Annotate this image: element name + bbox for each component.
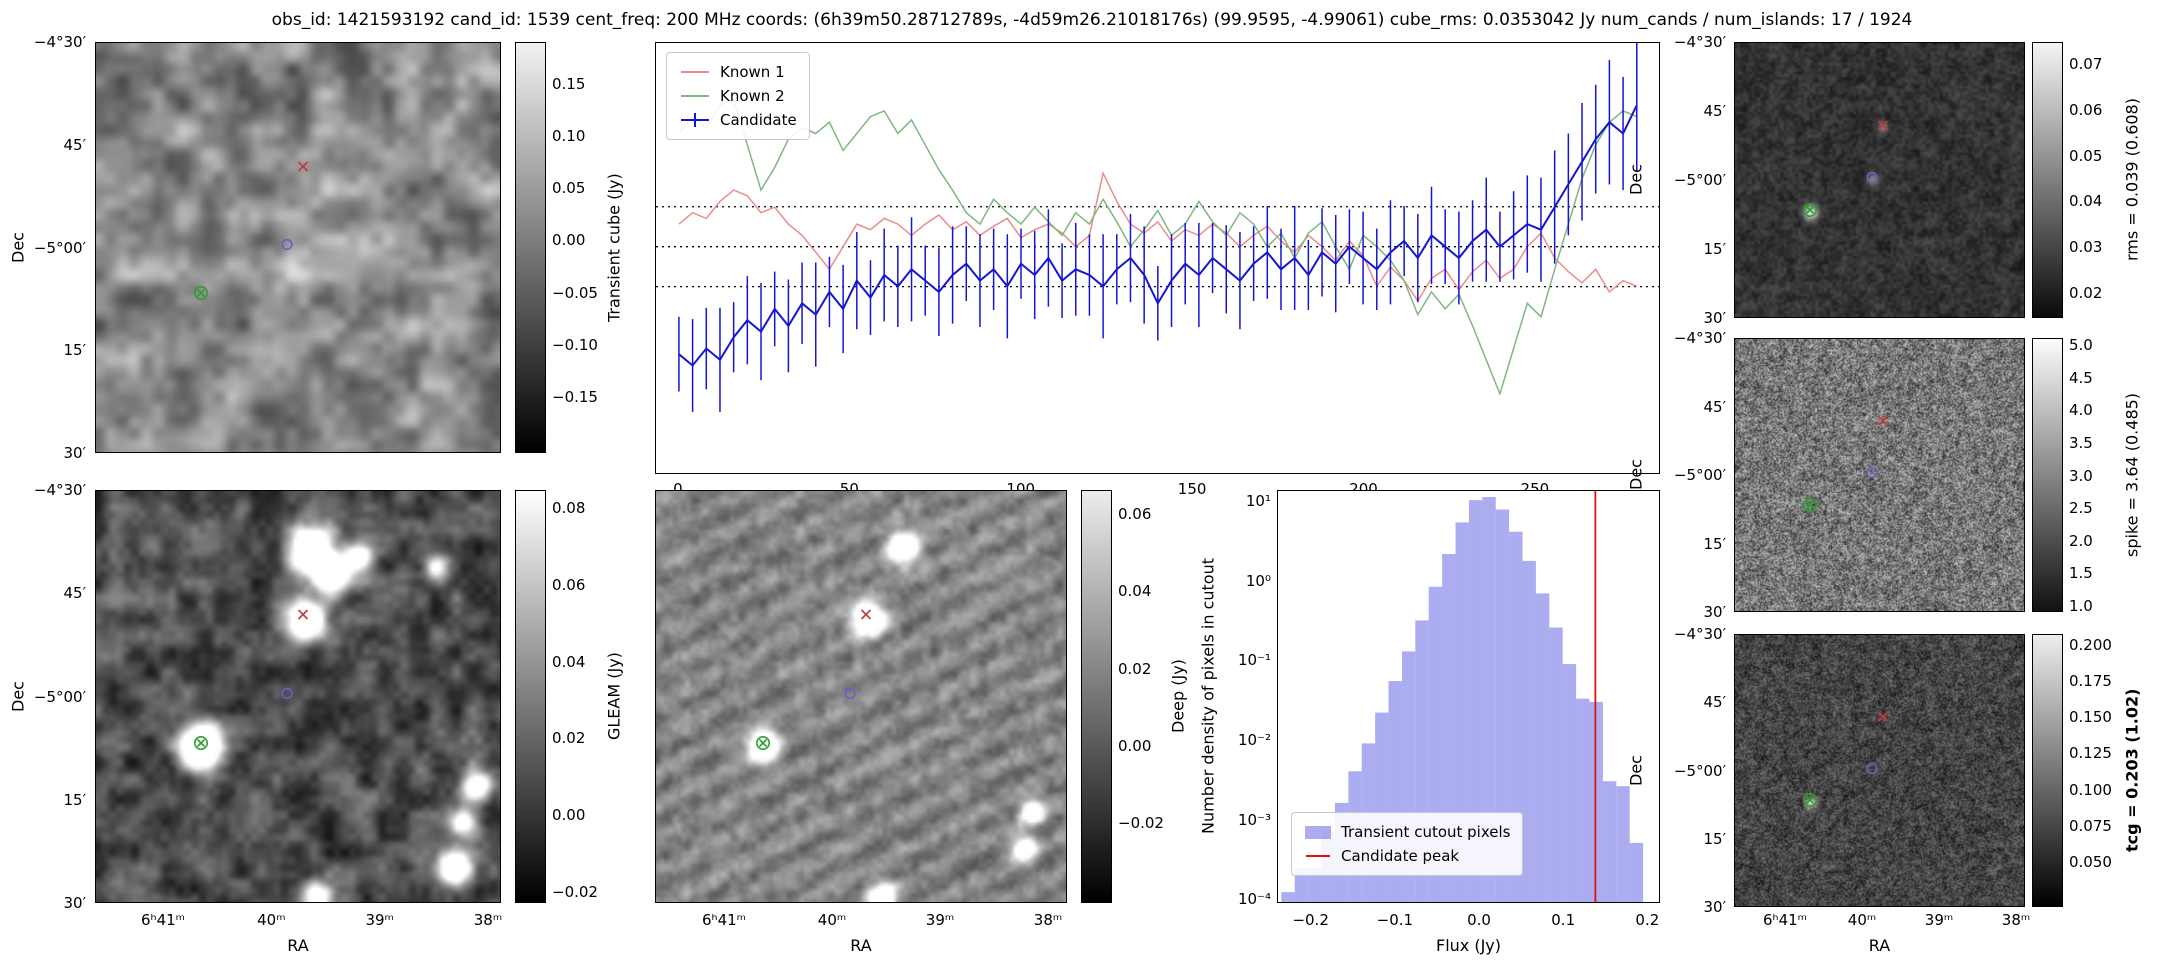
tick-label: 0.1 xyxy=(1551,911,1576,929)
spike-panel xyxy=(1734,338,2025,612)
rms-image xyxy=(1735,43,2024,317)
dec-axis-label: Dec xyxy=(1626,755,1646,786)
tcg-image xyxy=(1735,635,2024,906)
transient-cube-colorbar-label: Transient cube (Jy) xyxy=(604,173,624,322)
flux-axis-label: Flux (Jy) xyxy=(1435,936,1501,955)
spike-dec-ticks: −4°30′ 45′ −5°00′ 15′ 30′ xyxy=(1673,329,1726,621)
tick-label: 0 xyxy=(673,480,683,498)
legend-entry-candidate-peak: Candidate peak xyxy=(1304,844,1510,868)
spike-colorbar-label: spike = 3.64 (0.485) xyxy=(2122,392,2142,558)
histogram-y-ticks: 10¹ 10⁰ 10⁻¹ 10⁻² 10⁻³ 10⁻⁴ xyxy=(1216,490,1271,908)
gleam-image xyxy=(96,491,500,902)
spike-colorbar-ticks: 5.0 4.5 4.0 3.5 3.0 2.5 2.0 1.5 1.0 xyxy=(2069,336,2093,615)
legend-entry-known2: Known 2 xyxy=(679,84,797,108)
tcg-colorbar-label: tcg = 0.203 (1.02) xyxy=(2122,688,2142,853)
legend-label: Transient cutout pixels xyxy=(1341,823,1511,841)
tick-label: −0.2 xyxy=(1292,911,1329,929)
known1-line xyxy=(678,170,1638,303)
deep-colorbar-ticks: 0.06 0.04 0.02 0.00 −0.02 xyxy=(1118,505,1164,832)
cutout-pixels-patch-swatch xyxy=(1305,825,1331,839)
gleam-colorbar-ticks: 0.08 0.06 0.04 0.02 0.00 −0.02 xyxy=(552,499,598,901)
spike-image xyxy=(1735,339,2024,611)
rms-panel xyxy=(1734,42,2025,318)
transient-cube-colorbar-ticks: 0.15 0.10 0.05 0.00 −0.05 −0.10 −0.15 xyxy=(552,75,598,406)
tick-label: 10⁻¹ xyxy=(1237,651,1271,670)
dec-axis-label: Dec xyxy=(1626,164,1646,196)
lightcurve-legend: Known 1 Known 2 Candidate xyxy=(666,52,810,140)
tcg-dec-ticks: −4°30′ 45′ −5°00′ 15′ 30′ xyxy=(1673,625,1726,916)
rms-colorbar-ticks: 0.07 0.06 0.05 0.04 0.03 0.02 xyxy=(2069,55,2103,302)
gleam-ra-ticks: 6ʰ41ᵐ 40ᵐ 39ᵐ 38ᵐ xyxy=(140,911,503,929)
dec-axis-label: Dec xyxy=(8,681,28,712)
transient-cube-image xyxy=(96,43,500,452)
ra-axis-label: RA xyxy=(850,936,872,955)
spike-colorbar xyxy=(2032,338,2063,612)
tick-label: 10⁰ xyxy=(1245,571,1271,590)
gleam-colorbar xyxy=(515,490,546,903)
tcg-panel xyxy=(1734,634,2025,907)
known2-line-swatch xyxy=(681,95,709,97)
legend-label: Known 1 xyxy=(720,63,785,81)
histogram-x-ticks: −0.2 −0.1 0.0 0.1 0.2 xyxy=(1277,911,1660,929)
gleam-dec-ticks: −4°30′ 45′ −5°00′ 15′ 30′ xyxy=(33,481,86,912)
transient-cube-dec-ticks: −4°30′ 45′ −5°00′ 15′ 30′ xyxy=(33,33,86,462)
rms-colorbar-label: rms = 0.039 (0.608) xyxy=(2122,98,2142,262)
legend-label: Known 2 xyxy=(720,87,785,105)
legend-entry-cutout-pixels: Transient cutout pixels xyxy=(1304,820,1510,844)
gleam-colorbar-label: GLEAM (Jy) xyxy=(604,652,624,741)
ra-axis-label: RA xyxy=(287,936,309,955)
histogram-y-axis-label: Number density of pixels in cutout xyxy=(1198,558,1218,835)
deep-ra-ticks: 6ʰ41ᵐ 40ᵐ 39ᵐ 38ᵐ xyxy=(701,911,1063,929)
legend-entry-known1: Known 1 xyxy=(679,60,797,84)
histogram-panel: Transient cutout pixels Candidate peak xyxy=(1277,490,1660,903)
known2-line xyxy=(678,98,1638,397)
tick-label: 10⁻³ xyxy=(1237,810,1271,829)
deep-panel xyxy=(655,490,1067,903)
legend-label: Candidate peak xyxy=(1341,847,1460,865)
tick-label: −0.1 xyxy=(1376,911,1414,929)
gleam-panel xyxy=(95,490,501,903)
dec-axis-label: Dec xyxy=(1626,459,1646,491)
candidate-errorbar-swatch xyxy=(681,113,709,127)
candidate-error-bars xyxy=(678,43,1638,412)
lightcurve-plot xyxy=(656,43,1659,412)
transient-cube-colorbar xyxy=(515,42,546,453)
transient-cube-panel xyxy=(95,42,501,453)
known1-line-swatch xyxy=(681,71,709,73)
tick-label: 10⁻² xyxy=(1237,730,1271,749)
legend-label: Candidate xyxy=(720,111,797,129)
candidate-line xyxy=(678,104,1638,367)
lightcurve-panel: Known 1 Known 2 Candidate xyxy=(655,42,1660,474)
histogram-legend: Transient cutout pixels Candidate peak xyxy=(1291,812,1524,876)
tcg-colorbar xyxy=(2032,634,2063,907)
tick-label: 150 xyxy=(1177,480,1207,498)
tcg-colorbar-ticks: 0.200 0.175 0.150 0.125 0.100 0.075 0.050 xyxy=(2069,636,2112,871)
deep-colorbar xyxy=(1081,490,1112,903)
rms-dec-ticks: −4°30′ 45′ −5°00′ 15′ 30′ xyxy=(1673,33,1726,327)
rms-colorbar xyxy=(2032,42,2063,318)
deep-image xyxy=(656,491,1066,902)
candidate-peak-line-swatch xyxy=(1306,855,1330,857)
legend-entry-candidate: Candidate xyxy=(679,108,797,132)
right-column-ra-ticks: 6ʰ41ᵐ 40ᵐ 39ᵐ 38ᵐ xyxy=(1762,911,2031,929)
tick-label: 10⁻⁴ xyxy=(1237,890,1271,909)
figure-title: obs_id: 1421593192 cand_id: 1539 cent_fr… xyxy=(271,10,1913,30)
tick-label: 0.0 xyxy=(1467,911,1491,929)
deep-colorbar-label: Deep (Jy) xyxy=(1168,659,1188,734)
tick-label: 10¹ xyxy=(1245,491,1271,510)
ra-axis-label: RA xyxy=(1868,936,1891,955)
tick-label: 0.2 xyxy=(1635,911,1660,929)
dec-axis-label: Dec xyxy=(8,232,28,263)
